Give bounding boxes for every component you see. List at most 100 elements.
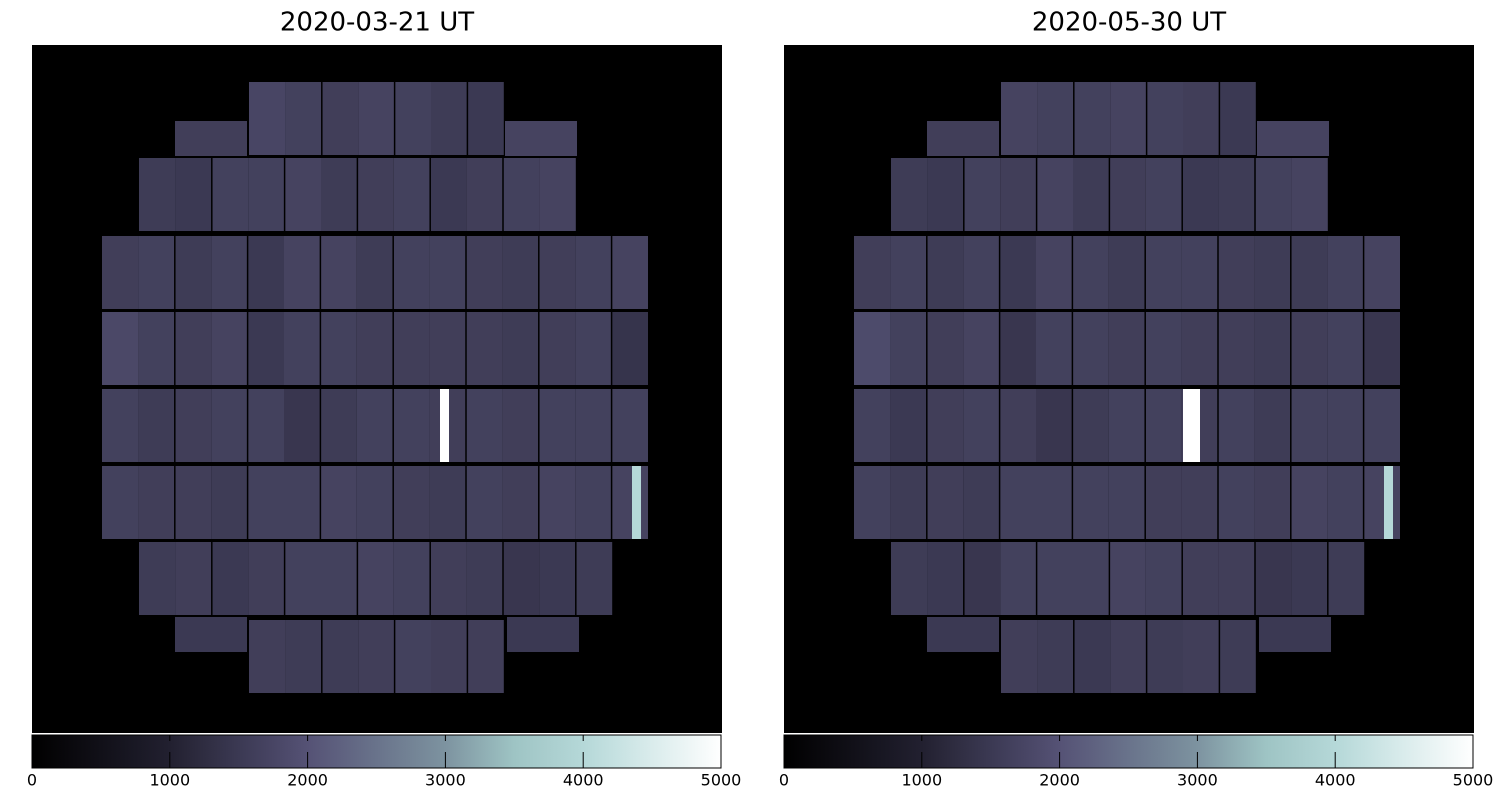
amplifier-cell: [1327, 312, 1364, 385]
amplifier-cell: [538, 312, 576, 385]
amplifier-cell: [1290, 389, 1328, 462]
amplifier-cell: [247, 236, 284, 309]
colorbar-tick-label: 3000: [425, 771, 466, 790]
amplifier-cell: [575, 542, 613, 615]
amplifier-cell: [284, 236, 321, 309]
amplifier-cell: [1108, 466, 1146, 539]
amplifier-cell: [1363, 312, 1400, 385]
amplifier-cell: [211, 158, 249, 231]
amplifier-cell: [138, 236, 175, 309]
amplifier-cell: [1037, 620, 1074, 693]
amplifier-cell: [1181, 466, 1218, 539]
panel-title: 2020-03-21 UT: [280, 8, 474, 38]
amplifier-cell: [1036, 312, 1073, 385]
amplifier-cell: [1363, 236, 1400, 309]
amplifier-cell: [926, 236, 964, 309]
amplifier-cell: [249, 82, 286, 155]
panel: 2020-05-30 UT 0 1000 2000 3000 4000 5000: [779, 8, 1493, 790]
amplifier-cell: [963, 158, 1001, 231]
amplifier-cell: [1073, 158, 1110, 231]
amplifier-cell: [854, 389, 891, 462]
amplifier-cell: [393, 466, 430, 539]
amplifier-cell: [926, 466, 964, 539]
amplifier-cell: [890, 312, 927, 385]
amplifier-cell: [611, 236, 648, 309]
amplifier-cell: [1254, 312, 1291, 385]
amplifier-cell: [430, 158, 467, 231]
amplifier-cell: [999, 236, 1036, 309]
amplifier-cell: [503, 158, 540, 231]
amplifier-cell: [1218, 542, 1255, 615]
amplifier-cell: [1218, 236, 1255, 309]
panel: 2020-03-21 UT 0 1000 2000 3000 4000 5000: [27, 8, 741, 790]
amplifier-cell: [890, 389, 927, 462]
amplifier-cell: [1073, 542, 1110, 615]
amplifier-cell: [1110, 82, 1147, 155]
amplifier-cell: [1255, 158, 1292, 231]
amplifier-cell: [466, 236, 503, 309]
amplifier-cell: [393, 158, 431, 231]
amplifier-cell: [393, 312, 430, 385]
amplifier-cell: [854, 236, 891, 309]
amplifier-cell: [1291, 542, 1328, 615]
amplifier-cell: [284, 158, 321, 231]
amplifier-cell: [539, 158, 576, 231]
amplifier-cell: [1036, 158, 1073, 231]
amplifier-cell: [356, 312, 394, 385]
amplifier-cell: [320, 236, 357, 309]
amplifier-cell: [1072, 389, 1109, 462]
amplifier-cell: [356, 466, 394, 539]
amplifier-cell: [139, 542, 176, 615]
amplifier-cell: [999, 389, 1036, 462]
amplifier-cell: [284, 466, 321, 539]
amplifier-cell: [1145, 542, 1183, 615]
amplifier-cell: [393, 542, 431, 615]
amplifier-cell: [356, 236, 394, 309]
amplifier-cell: [1182, 158, 1219, 231]
amplifier-cell: [1181, 312, 1218, 385]
amplifier-cell: [430, 542, 467, 615]
amplifier-cell: [890, 236, 927, 309]
amplifier-cell: [575, 236, 612, 309]
amplifier-cell: [1181, 236, 1218, 309]
amplifier-cell: [321, 620, 359, 693]
amplifier-cell: [429, 236, 466, 309]
amplifier-cell: [1073, 82, 1111, 155]
amplifier-cell: [539, 542, 576, 615]
guide-ccd: [175, 617, 247, 652]
amplifier-cell: [1218, 158, 1255, 231]
bright-column: [1183, 389, 1200, 462]
amplifier-cell: [247, 466, 284, 539]
bright-column: [1384, 466, 1393, 539]
amplifier-cell: [854, 466, 891, 539]
amplifier-cell: [248, 158, 285, 231]
amplifier-cell: [1072, 236, 1109, 309]
amplifier-cell: [429, 466, 466, 539]
amplifier-cell: [927, 158, 964, 231]
amplifier-cell: [854, 312, 891, 385]
amplifier-cell: [1072, 312, 1109, 385]
amplifier-cell: [1183, 620, 1220, 693]
amplifier-cell: [466, 158, 503, 231]
guide-ccd: [1257, 121, 1329, 156]
colorbar-tick-label: 5000: [701, 771, 742, 790]
amplifier-cell: [1183, 82, 1220, 155]
amplifier-cell: [1072, 466, 1109, 539]
amplifier-cell: [357, 542, 394, 615]
amplifier-cell: [1290, 312, 1328, 385]
guide-ccd: [1259, 617, 1331, 652]
amplifier-cell: [358, 82, 395, 155]
amplifier-cell: [926, 312, 964, 385]
amplifier-cell: [502, 236, 539, 309]
amplifier-cell: [1290, 236, 1328, 309]
amplifier-cell: [466, 542, 503, 615]
amplifier-cell: [102, 466, 139, 539]
amplifier-cell: [963, 389, 1000, 462]
amplifier-cell: [467, 620, 504, 693]
colorbar: [31, 734, 722, 769]
amplifier-cell: [575, 389, 612, 462]
amplifier-cell: [611, 312, 648, 385]
amplifier-cell: [1145, 312, 1182, 385]
amplifier-cell: [890, 466, 927, 539]
colorbar-tick-label: 2000: [1039, 771, 1080, 790]
